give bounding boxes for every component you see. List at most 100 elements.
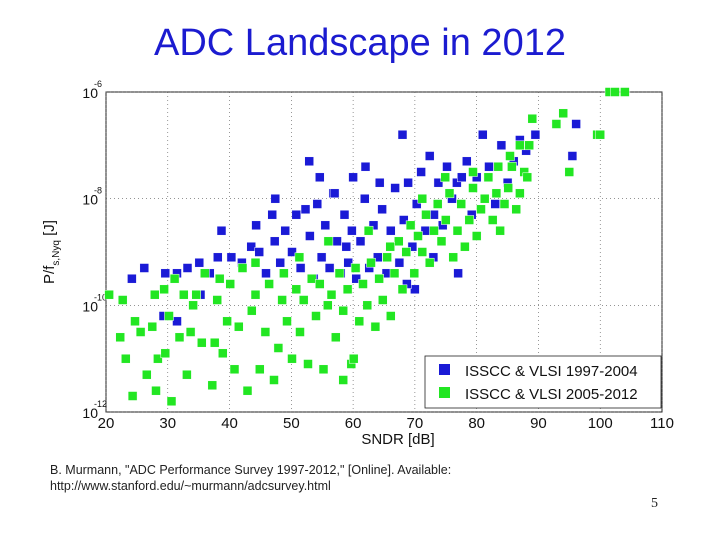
point-2005-2012 <box>182 369 192 380</box>
point-2005-2012 <box>464 215 475 225</box>
point-1997-2004 <box>320 220 331 231</box>
citation-line-1: B. Murmann, "ADC Performance Survey 1997… <box>50 463 452 477</box>
point-1997-2004 <box>496 140 507 151</box>
point-1997-2004 <box>424 151 435 161</box>
point-2005-2012 <box>468 167 478 177</box>
point-2005-2012 <box>269 375 279 385</box>
point-2005-2012 <box>174 332 185 343</box>
point-1997-2004 <box>368 220 379 231</box>
point-2005-2012 <box>179 289 189 300</box>
point-2005-2012 <box>298 295 309 305</box>
y-axis-label-unit: [J] <box>41 220 58 240</box>
point-2005-2012 <box>315 279 325 289</box>
point-2005-2012 <box>432 199 443 209</box>
point-1997-2004 <box>360 193 370 204</box>
point-2005-2012 <box>318 364 329 375</box>
point-1997-2004 <box>226 252 237 263</box>
point-2005-2012 <box>505 151 515 161</box>
point-2005-2012 <box>479 193 490 204</box>
point-1997-2004 <box>462 156 472 167</box>
point-2005-2012 <box>135 327 146 337</box>
point-2005-2012 <box>166 396 177 407</box>
point-2005-2012 <box>460 241 470 252</box>
point-1997-2004 <box>160 268 171 279</box>
point-2005-2012 <box>287 353 297 364</box>
point-2005-2012 <box>147 321 158 332</box>
point-2005-2012 <box>151 385 161 396</box>
point-2005-2012 <box>342 284 353 295</box>
x-tick-label: 30 <box>159 415 176 432</box>
point-2005-2012 <box>558 108 568 119</box>
point-2005-2012 <box>209 337 220 348</box>
point-2005-2012 <box>362 300 373 311</box>
point-2005-2012 <box>429 225 439 236</box>
y-tick-label: 10 <box>82 298 98 314</box>
point-1997-2004 <box>397 129 408 140</box>
point-2005-2012 <box>413 231 423 241</box>
point-1997-2004 <box>377 204 387 215</box>
point-2005-2012 <box>405 220 416 231</box>
point-2005-2012 <box>394 236 404 247</box>
point-2005-2012 <box>493 161 504 172</box>
point-2005-2012 <box>331 332 341 343</box>
point-1997-2004 <box>442 161 452 172</box>
page-number: 5 <box>651 496 658 511</box>
point-2005-2012 <box>237 263 248 273</box>
point-2005-2012 <box>363 225 374 236</box>
point-2005-2012 <box>334 268 345 279</box>
point-2005-2012 <box>511 204 521 215</box>
point-2005-2012 <box>218 348 228 359</box>
point-2005-2012 <box>515 188 525 199</box>
point-2005-2012 <box>326 289 337 300</box>
point-1997-2004 <box>275 257 285 268</box>
y-axis-label-main: P/f <box>41 265 58 284</box>
point-1997-2004 <box>300 204 311 215</box>
sndr-energy-scatter-plot: 20 30 40 50 60 70 80 90 100 11010-610-810-1010-12… <box>41 79 674 448</box>
point-2005-2012 <box>295 327 305 337</box>
point-1997-2004 <box>399 215 409 225</box>
point-1997-2004 <box>261 268 271 279</box>
point-2005-2012 <box>551 119 562 129</box>
point-1997-2004 <box>530 129 541 140</box>
point-2005-2012 <box>323 300 333 311</box>
point-1997-2004 <box>410 284 420 295</box>
point-2005-2012 <box>348 353 359 364</box>
point-2005-2012 <box>225 279 235 289</box>
point-2005-2012 <box>212 295 222 305</box>
point-2005-2012 <box>117 295 128 305</box>
legend-box <box>424 355 662 409</box>
point-1997-2004 <box>386 225 396 236</box>
point-1997-2004 <box>490 199 500 209</box>
x-tick-label: 90 <box>530 415 547 432</box>
point-2005-2012 <box>515 140 525 151</box>
point-2005-2012 <box>164 311 174 321</box>
point-1997-2004 <box>305 231 315 241</box>
x-tick-label: 40 <box>221 415 238 432</box>
point-2005-2012 <box>389 268 400 279</box>
point-1997-2004 <box>329 188 340 199</box>
x-tick-label: 70 <box>407 415 424 432</box>
point-1997-2004 <box>339 209 350 220</box>
point-1997-2004 <box>351 273 361 284</box>
point-1997-2004 <box>567 151 578 161</box>
point-2005-2012 <box>620 87 630 97</box>
point-1997-2004 <box>312 199 323 209</box>
point-1997-2004 <box>295 263 306 273</box>
point-2005-2012 <box>471 231 482 241</box>
point-1997-2004 <box>416 167 426 177</box>
point-2005-2012 <box>260 327 271 337</box>
point-2005-2012 <box>527 113 538 124</box>
point-2005-2012 <box>503 183 513 193</box>
point-2005-2012 <box>358 279 368 289</box>
point-2005-2012 <box>507 161 517 172</box>
point-2005-2012 <box>421 209 431 220</box>
point-2005-2012 <box>142 369 152 380</box>
x-tick-label: 110 <box>650 415 674 432</box>
point-1997-2004 <box>355 236 366 247</box>
point-2005-2012 <box>374 273 384 284</box>
point-1997-2004 <box>316 252 327 263</box>
point-2005-2012 <box>160 348 171 359</box>
point-2005-2012 <box>487 215 498 225</box>
point-1997-2004 <box>457 172 467 183</box>
legend-label: ISSCC & VLSI 1997-2004 <box>465 363 638 380</box>
